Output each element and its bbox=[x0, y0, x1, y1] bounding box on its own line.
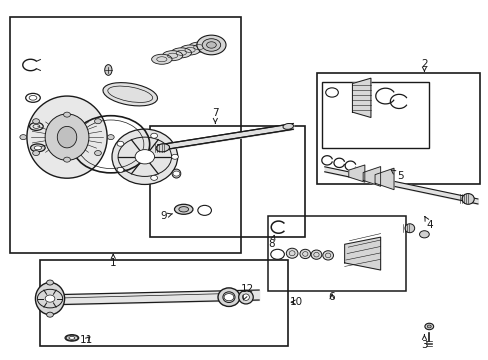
Circle shape bbox=[33, 119, 40, 124]
Ellipse shape bbox=[103, 83, 157, 106]
Circle shape bbox=[150, 175, 157, 180]
Ellipse shape bbox=[156, 144, 169, 152]
Circle shape bbox=[63, 112, 70, 117]
Ellipse shape bbox=[45, 114, 89, 160]
Circle shape bbox=[135, 150, 154, 164]
Ellipse shape bbox=[310, 250, 321, 259]
Ellipse shape bbox=[179, 207, 188, 212]
Circle shape bbox=[45, 295, 55, 302]
Ellipse shape bbox=[202, 39, 220, 51]
Ellipse shape bbox=[171, 48, 191, 58]
Ellipse shape bbox=[34, 146, 41, 150]
Ellipse shape bbox=[404, 224, 414, 233]
Text: 4: 4 bbox=[424, 216, 432, 230]
Text: 8: 8 bbox=[267, 235, 274, 249]
Ellipse shape bbox=[151, 54, 172, 64]
Circle shape bbox=[171, 154, 178, 159]
Text: 3: 3 bbox=[420, 334, 427, 350]
Ellipse shape bbox=[112, 129, 177, 184]
Ellipse shape bbox=[30, 144, 45, 152]
Polygon shape bbox=[348, 165, 364, 182]
Text: 2: 2 bbox=[420, 59, 427, 72]
Ellipse shape bbox=[419, 231, 428, 238]
Polygon shape bbox=[352, 78, 370, 117]
Ellipse shape bbox=[206, 42, 216, 48]
Ellipse shape bbox=[218, 288, 240, 306]
Text: 5: 5 bbox=[390, 170, 403, 181]
Ellipse shape bbox=[322, 251, 333, 260]
Ellipse shape bbox=[35, 283, 64, 315]
Ellipse shape bbox=[69, 337, 75, 339]
Bar bbox=[322, 82, 428, 148]
Ellipse shape bbox=[46, 312, 53, 317]
Ellipse shape bbox=[174, 204, 193, 214]
Text: 7: 7 bbox=[212, 108, 218, 123]
Polygon shape bbox=[363, 167, 380, 186]
Ellipse shape bbox=[104, 64, 112, 75]
Ellipse shape bbox=[242, 294, 249, 300]
Circle shape bbox=[94, 119, 101, 124]
Ellipse shape bbox=[46, 280, 53, 285]
Bar bbox=[317, 73, 479, 184]
Ellipse shape bbox=[286, 248, 297, 258]
Ellipse shape bbox=[299, 249, 310, 258]
Ellipse shape bbox=[197, 35, 225, 55]
Ellipse shape bbox=[424, 323, 433, 330]
Ellipse shape bbox=[57, 126, 77, 148]
Text: 6: 6 bbox=[328, 292, 335, 302]
Ellipse shape bbox=[27, 96, 107, 178]
Ellipse shape bbox=[238, 291, 253, 304]
Circle shape bbox=[150, 133, 157, 138]
Bar bbox=[267, 216, 406, 291]
Bar bbox=[149, 126, 305, 237]
Polygon shape bbox=[344, 237, 380, 270]
Ellipse shape bbox=[427, 325, 430, 328]
Bar bbox=[10, 18, 241, 253]
Ellipse shape bbox=[461, 194, 473, 204]
Circle shape bbox=[117, 141, 123, 146]
Ellipse shape bbox=[180, 45, 200, 55]
Ellipse shape bbox=[188, 42, 208, 52]
Text: 11: 11 bbox=[80, 335, 93, 345]
Circle shape bbox=[33, 150, 40, 156]
Ellipse shape bbox=[65, 335, 79, 341]
Text: 9: 9 bbox=[160, 211, 172, 221]
Ellipse shape bbox=[223, 292, 235, 302]
Circle shape bbox=[173, 171, 180, 176]
Circle shape bbox=[20, 135, 27, 140]
Text: 1: 1 bbox=[110, 254, 116, 268]
Circle shape bbox=[224, 294, 233, 301]
Polygon shape bbox=[374, 168, 393, 190]
Circle shape bbox=[107, 135, 114, 140]
Ellipse shape bbox=[162, 51, 183, 61]
Ellipse shape bbox=[172, 169, 181, 178]
Bar bbox=[40, 260, 287, 346]
Circle shape bbox=[94, 150, 101, 156]
Circle shape bbox=[117, 167, 123, 172]
Text: 10: 10 bbox=[289, 297, 302, 307]
Ellipse shape bbox=[283, 123, 293, 129]
Circle shape bbox=[63, 157, 70, 162]
Text: 12: 12 bbox=[241, 284, 254, 300]
